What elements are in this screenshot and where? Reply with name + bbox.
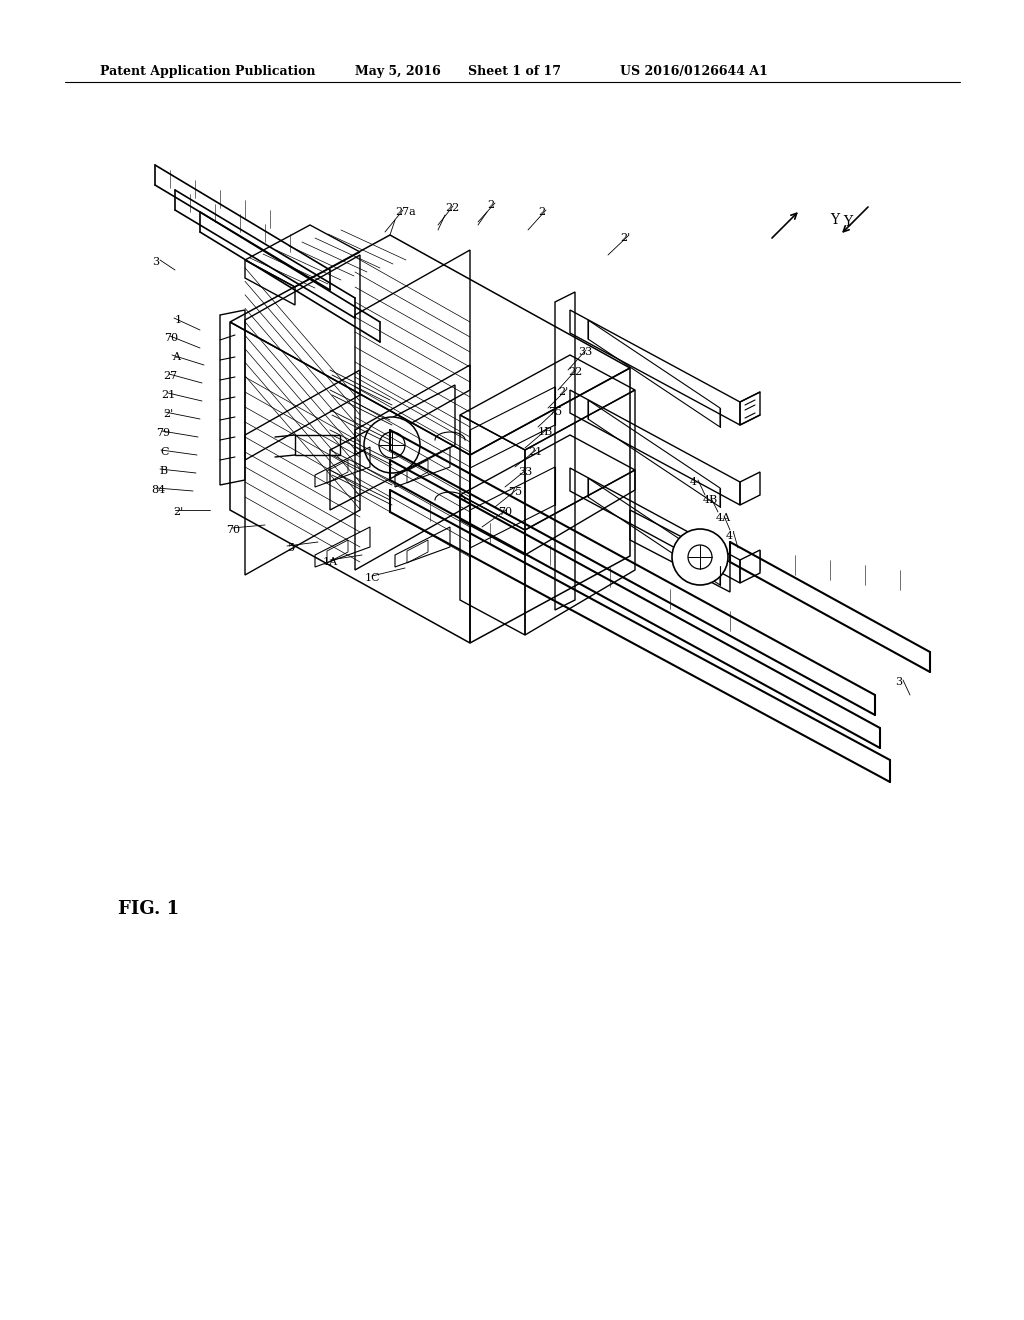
Text: 70: 70 xyxy=(164,333,178,343)
Text: 27a: 27a xyxy=(395,207,416,216)
Text: 70: 70 xyxy=(226,525,240,535)
Text: 1: 1 xyxy=(175,315,182,325)
Text: 3: 3 xyxy=(895,677,902,686)
Text: 84: 84 xyxy=(151,484,165,495)
Text: B: B xyxy=(160,466,168,477)
Text: C: C xyxy=(161,447,169,457)
Text: 33: 33 xyxy=(518,467,532,477)
Text: 79: 79 xyxy=(156,428,170,438)
Text: 1A: 1A xyxy=(323,557,338,568)
Text: A: A xyxy=(172,352,180,362)
Text: 5: 5 xyxy=(288,543,295,553)
Text: 1B: 1B xyxy=(538,426,553,437)
Text: 4A: 4A xyxy=(716,513,731,523)
Text: 27: 27 xyxy=(163,371,177,381)
Text: 2': 2' xyxy=(620,234,630,243)
Text: 4B: 4B xyxy=(703,495,718,506)
Text: 75: 75 xyxy=(548,407,562,417)
Text: 22: 22 xyxy=(568,367,583,378)
Text: 2': 2' xyxy=(558,387,568,397)
Text: Y: Y xyxy=(844,215,853,228)
Text: 2': 2' xyxy=(163,409,173,418)
Text: 4: 4 xyxy=(690,477,697,487)
Text: Y: Y xyxy=(830,213,840,227)
Text: May 5, 2016: May 5, 2016 xyxy=(355,65,440,78)
Text: 2': 2' xyxy=(173,507,183,517)
Text: Patent Application Publication: Patent Application Publication xyxy=(100,65,315,78)
Text: 3: 3 xyxy=(152,257,159,267)
Text: US 2016/0126644 A1: US 2016/0126644 A1 xyxy=(620,65,768,78)
Text: 4': 4' xyxy=(726,531,736,541)
Text: 22: 22 xyxy=(445,203,459,213)
Text: 2: 2 xyxy=(487,201,495,210)
Text: 70: 70 xyxy=(498,507,512,517)
Text: 21: 21 xyxy=(528,447,543,457)
Text: FIG. 1: FIG. 1 xyxy=(118,900,179,917)
Text: 21: 21 xyxy=(162,389,176,400)
Circle shape xyxy=(364,417,420,473)
Text: 33: 33 xyxy=(578,347,592,356)
Text: 1C: 1C xyxy=(365,573,380,583)
Circle shape xyxy=(672,529,728,585)
Text: 2: 2 xyxy=(538,207,545,216)
Text: Sheet 1 of 17: Sheet 1 of 17 xyxy=(468,65,561,78)
Text: 75: 75 xyxy=(508,487,522,498)
